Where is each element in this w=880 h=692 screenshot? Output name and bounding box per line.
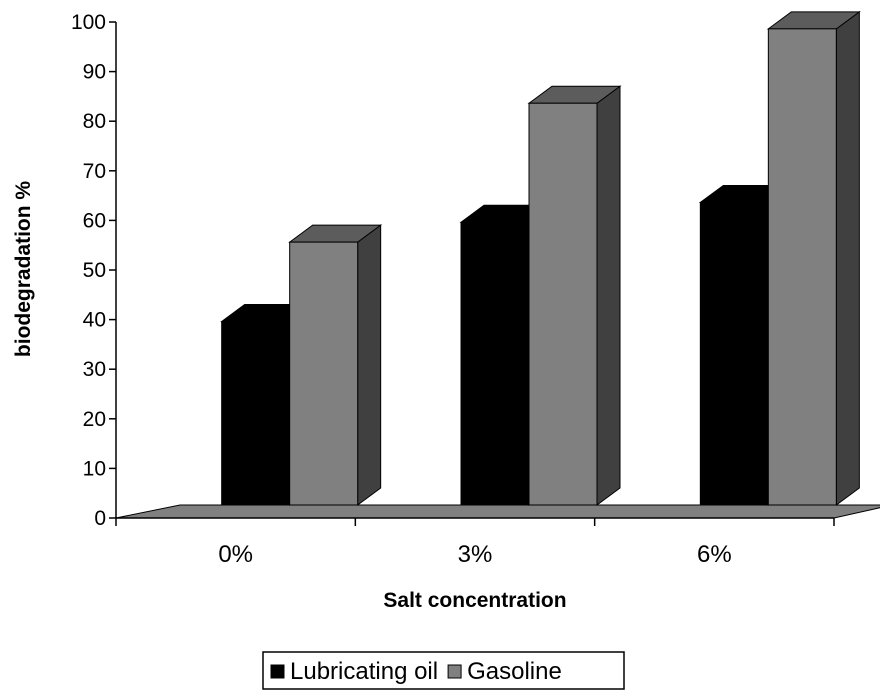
y-tick-label: 30 — [83, 358, 106, 381]
y-tick-label: 100 — [71, 11, 106, 34]
y-tick-label: 40 — [83, 309, 106, 332]
bar-front — [221, 320, 291, 506]
legend-label: Gasoline — [467, 658, 562, 685]
y-tick-label: 60 — [83, 209, 106, 232]
y-tick-label: 10 — [83, 457, 106, 480]
x-tick-label: 6% — [697, 541, 732, 568]
bar — [288, 224, 383, 506]
bar-front — [699, 201, 769, 506]
x-axis-title: Salt concentration — [383, 589, 566, 612]
plot-area — [115, 10, 880, 519]
x-tick-label: 3% — [458, 541, 493, 568]
legend: Lubricating oil Gasoline — [262, 651, 625, 690]
bar-side — [357, 224, 382, 506]
legend-label: Lubricating oil — [290, 658, 438, 685]
y-tick-label: 80 — [83, 110, 106, 133]
bar — [527, 85, 622, 506]
y-tick-label: 20 — [83, 408, 106, 431]
legend-swatch — [447, 664, 462, 679]
legend-box — [262, 651, 625, 690]
bar-front — [289, 241, 359, 506]
bar — [766, 10, 861, 506]
bar-front — [528, 102, 598, 506]
axes: 0 10 20 30 40 50 60 70 80 90 100 0% 3% 6% — [71, 11, 835, 568]
legend-swatch — [270, 664, 285, 679]
y-tick-label: 0 — [94, 507, 106, 530]
y-tick-label: 90 — [83, 61, 106, 84]
y-tick-label: 50 — [83, 259, 106, 282]
bar-side — [596, 85, 621, 506]
bar-front — [460, 221, 530, 506]
bar-front — [767, 28, 837, 506]
y-tick-label: 70 — [83, 160, 106, 183]
bar-side — [835, 10, 860, 506]
x-tick-label: 0% — [218, 541, 253, 568]
y-axis-title: biodegradation % — [12, 181, 35, 358]
chart-floor — [115, 504, 880, 519]
